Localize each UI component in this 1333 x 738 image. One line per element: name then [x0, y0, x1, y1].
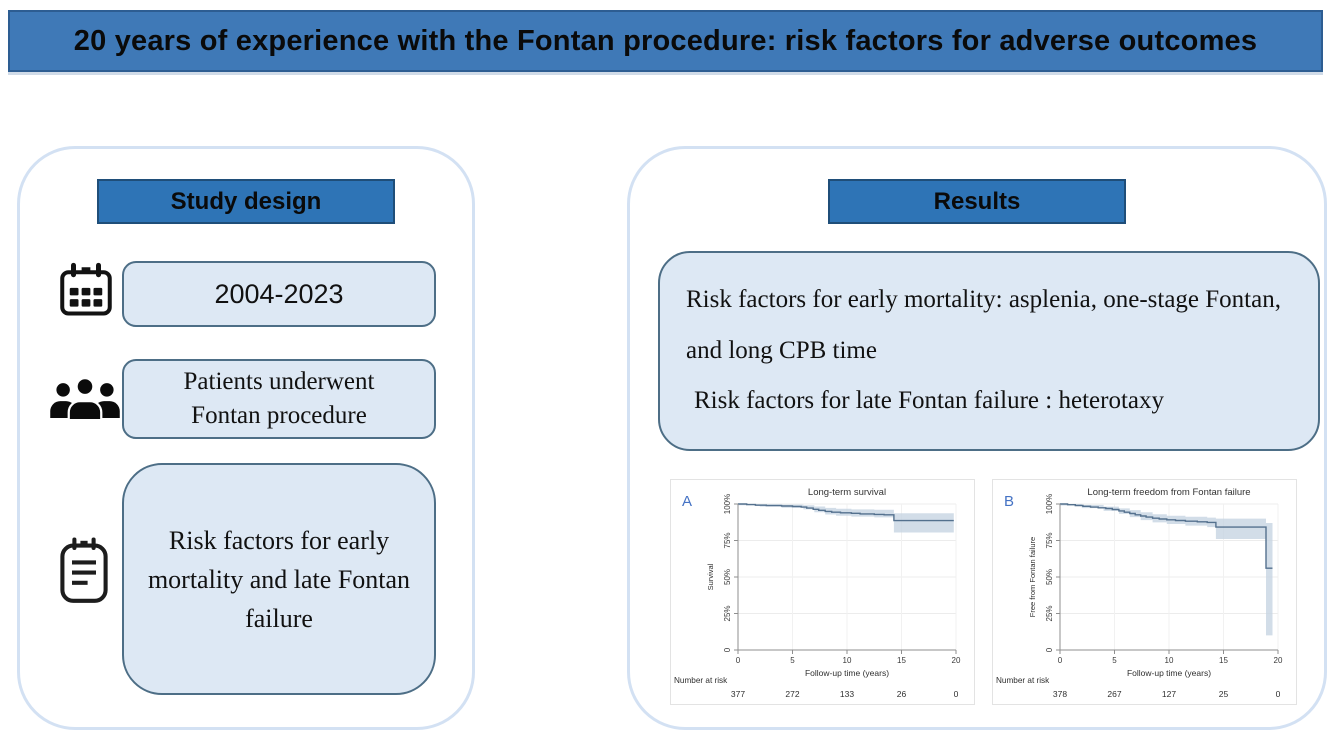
finding-late-failure: Risk factors for late Fontan failure : h… [694, 387, 1164, 415]
svg-text:127: 127 [1162, 689, 1176, 699]
svg-text:378: 378 [1053, 689, 1067, 699]
svg-text:10: 10 [1165, 656, 1174, 665]
svg-text:15: 15 [1219, 656, 1228, 665]
svg-text:20: 20 [952, 656, 961, 665]
svg-text:25%: 25% [723, 605, 732, 621]
svg-text:50%: 50% [723, 569, 732, 585]
svg-text:25%: 25% [1045, 605, 1054, 621]
svg-text:Survival: Survival [706, 563, 715, 590]
risk-factors-box: Risk factors for early mortality and lat… [122, 463, 436, 695]
svg-text:0: 0 [1058, 656, 1063, 665]
findings-box: Risk factors for early mortality: asplen… [658, 251, 1320, 451]
svg-text:0: 0 [736, 656, 741, 665]
results-panel: Results Risk factors for early mortality… [627, 146, 1327, 730]
svg-text:Follow-up time (years): Follow-up time (years) [1127, 668, 1211, 678]
svg-text:Free from Fontan failure: Free from Fontan failure [1028, 537, 1037, 617]
svg-text:Long-term survival: Long-term survival [808, 487, 886, 498]
page-title: 20 years of experience with the Fontan p… [73, 24, 1258, 57]
svg-text:100%: 100% [723, 494, 732, 514]
svg-text:100%: 100% [1045, 494, 1054, 514]
svg-text:15: 15 [897, 656, 906, 665]
svg-text:5: 5 [790, 656, 795, 665]
km-chart-survival: 0 377 5 272 10 133 15 26 20 0 0 25% 50% 75% 100% Long-t… [670, 479, 975, 705]
svg-text:10: 10 [843, 656, 852, 665]
svg-text:5: 5 [1112, 656, 1117, 665]
svg-text:50%: 50% [1045, 569, 1054, 585]
svg-text:0: 0 [1276, 689, 1281, 699]
svg-text:133: 133 [840, 689, 854, 699]
study-design-panel: Study design 2004-2023 [17, 146, 475, 730]
calendar-icon [56, 261, 116, 321]
svg-text:75%: 75% [1045, 532, 1054, 548]
svg-text:Follow-up time (years): Follow-up time (years) [805, 668, 889, 678]
study-design-header: Study design [97, 179, 395, 224]
km-chart-svg: 03785267101271525200025%50%75%100%Long-t… [996, 487, 1283, 699]
svg-text:75%: 75% [723, 532, 732, 548]
svg-text:0: 0 [1045, 647, 1054, 652]
svg-text:267: 267 [1107, 689, 1121, 699]
svg-text:B: B [1004, 493, 1014, 510]
svg-text:0: 0 [723, 647, 732, 652]
patients-label: Patients underwent Fontan procedure [183, 368, 375, 429]
svg-text:A: A [682, 493, 692, 510]
study-period-label: 2004-2023 [214, 278, 344, 309]
svg-text:25: 25 [1219, 689, 1229, 699]
svg-text:377: 377 [731, 689, 745, 699]
svg-text:20: 20 [1274, 656, 1283, 665]
title-bar: 20 years of experience with the Fontan p… [8, 10, 1323, 72]
finding-early-mortality: Risk factors for early mortality: asplen… [686, 286, 1281, 364]
svg-text:Number at risk: Number at risk [674, 676, 728, 685]
svg-text:26: 26 [897, 689, 907, 699]
svg-text:272: 272 [785, 689, 799, 699]
svg-text:Long-term freedom from Fontan: Long-term freedom from Fontan failure [1087, 487, 1250, 498]
km-chart-fontan-failure: 0 378 5 267 10 127 15 25 20 0 0 25% 50% 75% 100% Long-t… [992, 479, 1297, 705]
clipboard-icon [54, 535, 114, 609]
patients-box: Patients underwent Fontan procedure [122, 359, 436, 439]
svg-text:Number at risk: Number at risk [996, 676, 1050, 685]
study-design-header-label: Study design [170, 187, 322, 215]
svg-text:0: 0 [954, 689, 959, 699]
patients-icon [48, 373, 122, 427]
results-header: Results [828, 179, 1126, 224]
results-header-label: Results [933, 187, 1021, 215]
study-period-box: 2004-2023 [122, 261, 436, 327]
km-chart-svg: 03775272101331526200025%50%75%100%Long-t… [674, 487, 961, 699]
risk-factors-label: Risk factors for early mortality and lat… [147, 525, 411, 633]
